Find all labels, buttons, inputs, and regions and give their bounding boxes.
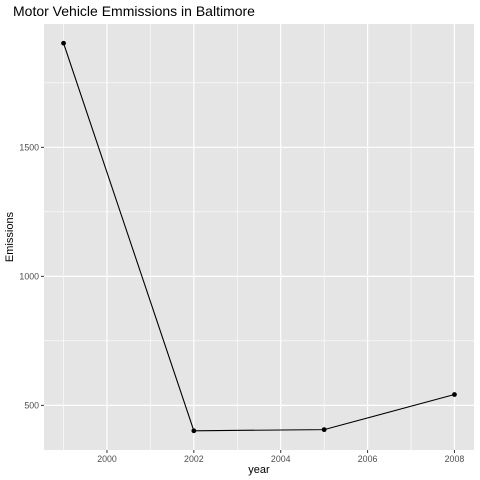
x-tick-label: 2000 <box>97 454 117 464</box>
y-tick-label: 1000 <box>19 271 39 281</box>
major-gridlines <box>44 24 474 450</box>
x-tick-label: 2002 <box>184 454 204 464</box>
x-tick-label: 2004 <box>271 454 291 464</box>
minor-gridlines <box>44 24 474 450</box>
y-axis: 500 1000 1500 <box>19 142 44 410</box>
x-tick-label: 2008 <box>445 454 465 464</box>
y-axis-title: Emissions <box>4 211 16 262</box>
data-point <box>191 428 197 434</box>
x-axis-title: year <box>248 464 270 476</box>
y-tick-label: 500 <box>24 400 39 410</box>
x-axis: 2000 2002 2004 2006 2008 <box>97 450 464 464</box>
plot-panel <box>44 24 474 450</box>
series-layer <box>61 40 457 434</box>
data-point <box>452 392 457 397</box>
data-point <box>321 427 327 433</box>
y-tick-label: 1500 <box>19 142 39 152</box>
x-tick-label: 2006 <box>358 454 378 464</box>
data-point <box>61 40 66 46</box>
series-line <box>63 43 455 432</box>
chart-title: Motor Vehicle Emmissions in Baltimore <box>13 3 255 19</box>
